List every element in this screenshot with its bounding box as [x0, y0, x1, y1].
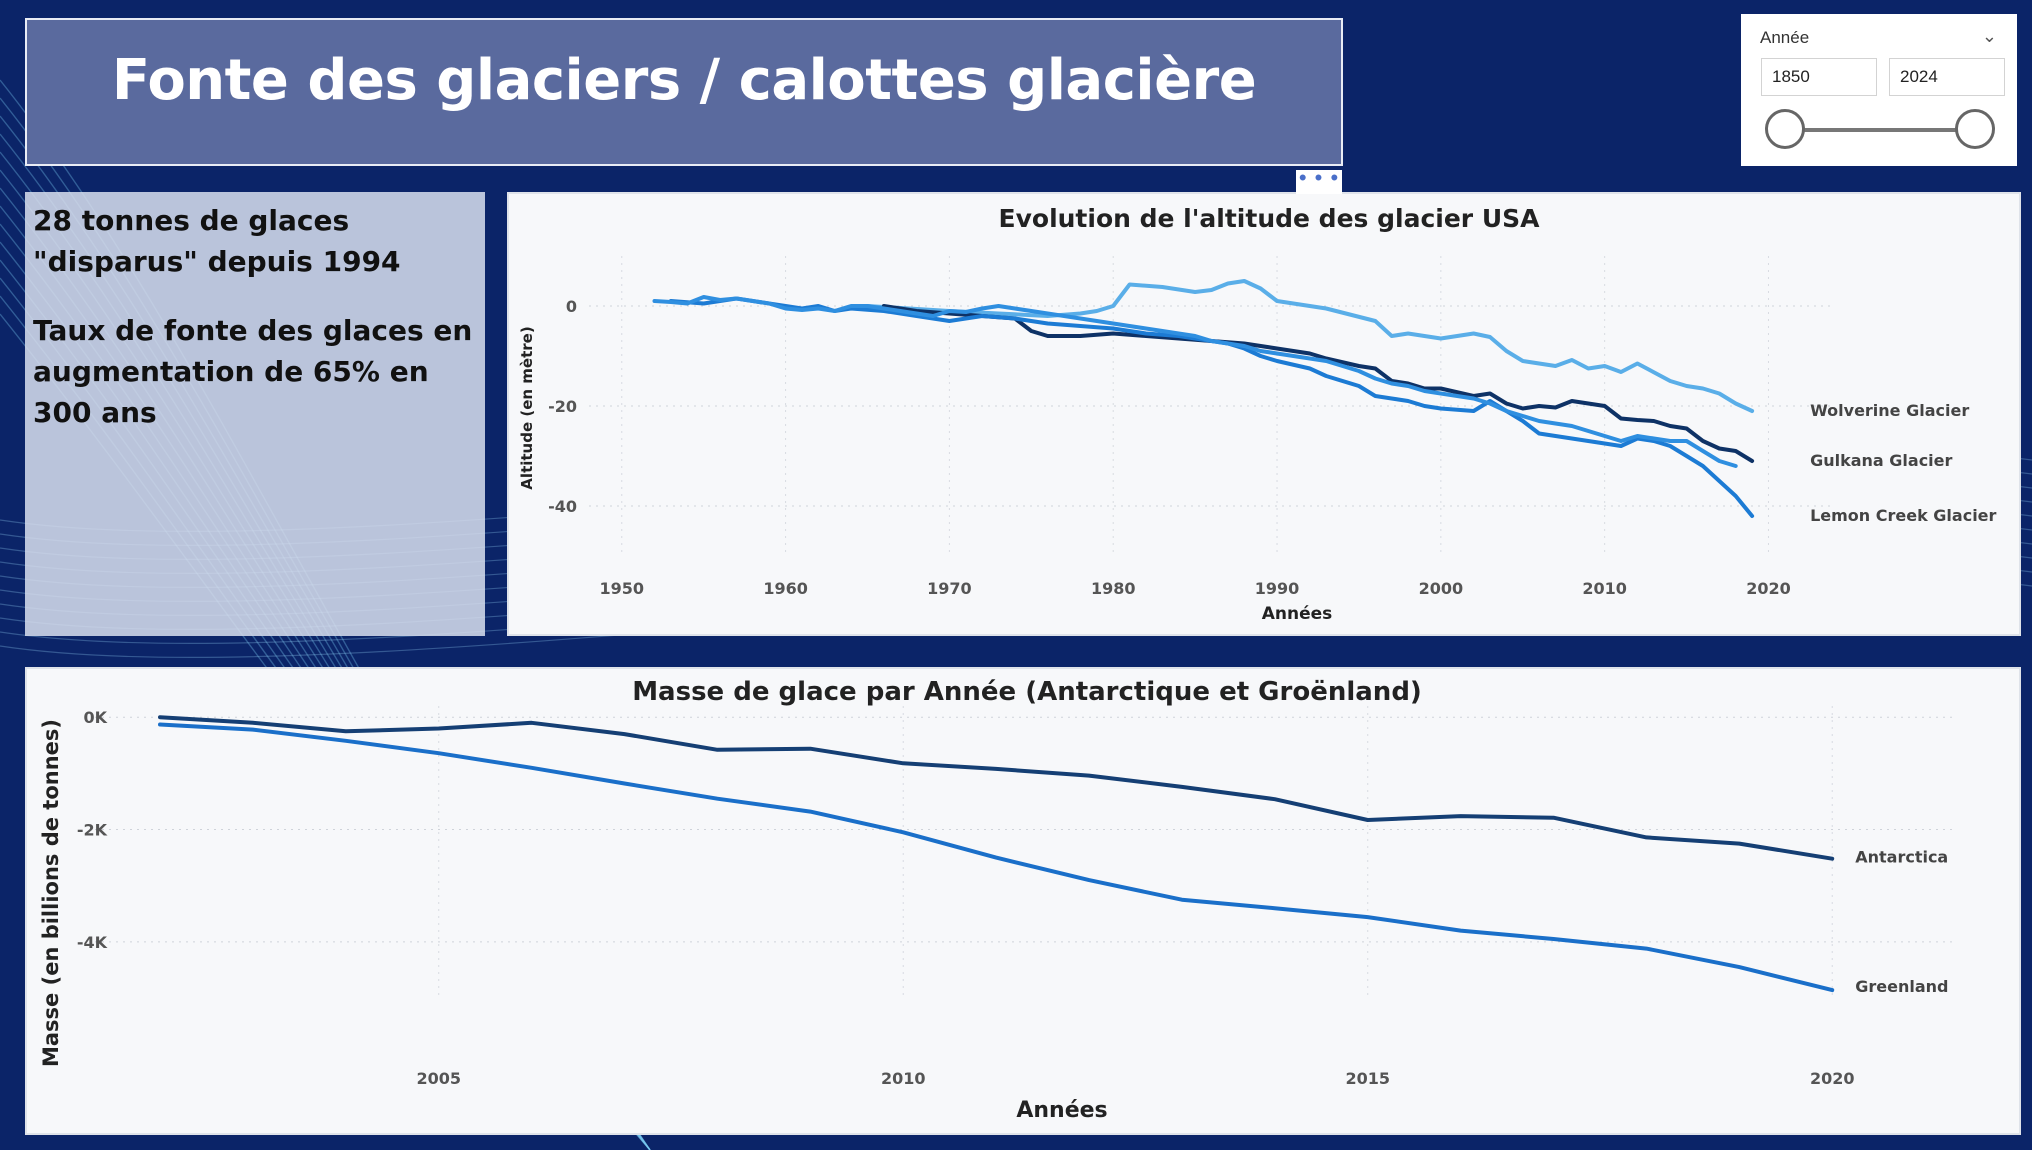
year-from-input[interactable] [1761, 58, 1877, 96]
ice-mass-y-tick-label: -2K [77, 821, 108, 840]
ice-mass-y-tick-label: -4K [77, 933, 108, 952]
slider-handle-end[interactable] [1955, 109, 1995, 149]
kpi-text-ice-lost: 28 tonnes de glaces "disparus" depuis 19… [33, 204, 401, 278]
ice-mass-y-tick-label: 0K [83, 708, 107, 727]
ice-mass-x-tick-label: 2005 [416, 1069, 461, 1088]
altitude-y-tick-label: -20 [548, 397, 577, 416]
ice-mass-y-axis-label: Masse (en billions de tonnes) [39, 719, 63, 1067]
altitude-x-tick-label: 1950 [599, 579, 644, 598]
title-banner: Fonte des glaciers / calottes glacière [25, 18, 1343, 166]
altitude-legend-label: Gulkana Glacier [1810, 451, 1952, 470]
altitude-y-tick-label: 0 [566, 297, 577, 316]
ice-mass-x-tick-label: 2010 [881, 1069, 926, 1088]
altitude-x-tick-label: 1960 [763, 579, 808, 598]
altitude-series-line-3[interactable] [652, 295, 1738, 468]
slicer-label: Année [1760, 28, 1810, 47]
altitude-x-tick-label: 2010 [1582, 579, 1627, 598]
slider-track[interactable] [1785, 128, 1975, 132]
altitude-y-axis-label: Altitude (en mètre) [518, 326, 536, 489]
altitude-x-tick-label: 2000 [1419, 579, 1464, 598]
page-title: Fonte des glaciers / calottes glacière [111, 48, 1257, 113]
slider-handle-start[interactable] [1765, 109, 1805, 149]
ice-mass-legend-label: Greenland [1855, 977, 1948, 996]
ice-mass-series-line-1[interactable] [158, 722, 1835, 993]
altitude-x-tick-label: 2020 [1746, 579, 1791, 598]
glacier-altitude-chart-svg: Evolution de l'altitude des glacier USA 0… [518, 204, 1997, 624]
altitude-series-line-2[interactable] [668, 296, 1755, 518]
glacier-altitude-chart[interactable]: Evolution de l'altitude des glacier USA 0… [507, 192, 2021, 636]
altitude-x-tick-label: 1980 [1091, 579, 1136, 598]
altitude-x-tick-label: 1990 [1255, 579, 1300, 598]
altitude-legend-label: Wolverine Glacier [1810, 401, 1969, 420]
ice-mass-chart-title: Masse de glace par Année (Antarctique et… [632, 677, 1422, 707]
altitude-series-line-0[interactable] [865, 279, 1755, 413]
ice-mass-series-line-0[interactable] [158, 715, 1835, 861]
chevron-down-icon[interactable]: ⌄ [1981, 26, 1997, 46]
altitude-chart-title: Evolution de l'altitude des glacier USA [999, 204, 1541, 233]
ice-mass-legend-label: Antarctica [1855, 848, 1948, 867]
altitude-y-tick-label: -40 [548, 497, 577, 516]
year-slicer[interactable]: Année ⌄ [1741, 14, 2017, 166]
ice-mass-chart[interactable]: Masse de glace par Année (Antarctique et… [25, 667, 2021, 1135]
altitude-legend-label: Lemon Creek Glacier [1810, 506, 1996, 525]
year-to-input[interactable] [1889, 58, 2005, 96]
ice-mass-x-axis-label: Années [1016, 1098, 1107, 1123]
ice-mass-x-tick-label: 2020 [1810, 1069, 1855, 1088]
ice-mass-x-tick-label: 2015 [1345, 1069, 1390, 1088]
kpi-card: 28 tonnes de glaces "disparus" depuis 19… [25, 192, 485, 636]
altitude-x-axis-label: Années [1262, 604, 1333, 624]
ice-mass-chart-svg: Masse de glace par Année (Antarctique et… [39, 677, 1953, 1123]
kpi-text-melt-rate: Taux de fonte des glaces en augmentation… [33, 314, 473, 429]
altitude-series-line-1[interactable] [881, 304, 1755, 463]
altitude-x-tick-label: 1970 [927, 579, 972, 598]
more-options-icon[interactable]: • • • [1296, 167, 1342, 194]
